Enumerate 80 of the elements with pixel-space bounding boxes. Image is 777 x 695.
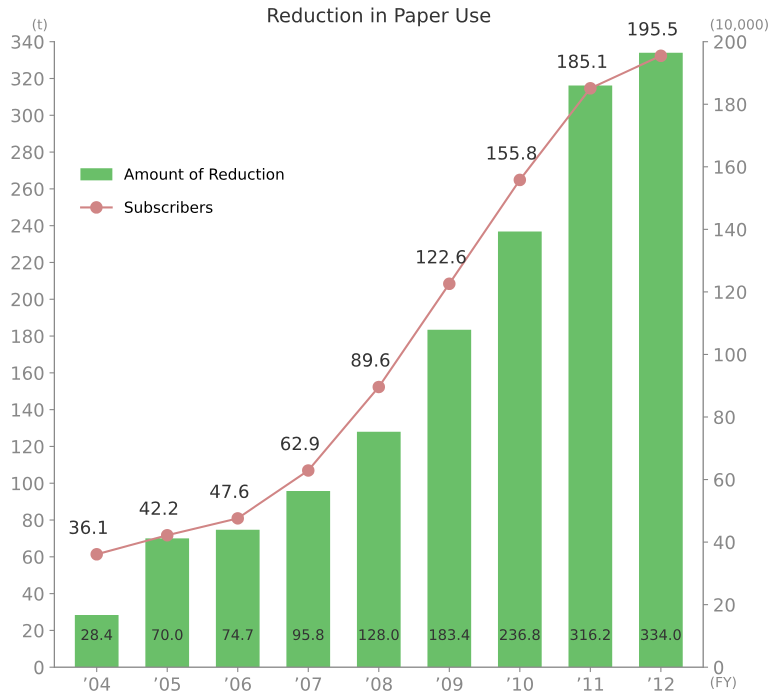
data-label: 122.6 (417, 250, 466, 264)
x-tick-label: ’11 (578, 677, 604, 691)
data-label: 89.6 (352, 353, 390, 367)
point (302, 464, 315, 477)
point (160, 528, 174, 542)
point (231, 512, 244, 525)
y2-tick-label: 100 (714, 348, 746, 362)
x-tick-label: ’12 (648, 677, 674, 691)
data-label: 47.6 (210, 484, 248, 498)
bar (498, 232, 542, 668)
point (654, 50, 668, 62)
y-tick-label: 340 (12, 35, 44, 49)
bar (74, 614, 119, 668)
y-tick-label: 120 (12, 440, 44, 454)
x-tick-label: ’07 (295, 677, 322, 691)
data-label: 155.8 (488, 146, 536, 160)
bar (639, 52, 683, 668)
y2-axis-title: (10,000) (710, 18, 768, 32)
y2-tick-label: 20 (714, 598, 735, 612)
y-tick-label: 260 (12, 182, 44, 196)
y2-tick-label: 200 (714, 35, 746, 49)
data-label: 185.1 (558, 54, 606, 68)
y2-tick-label: 140 (714, 222, 746, 236)
data-label: 42.2 (140, 501, 178, 515)
x-axis-title: (FY) (710, 676, 736, 689)
y-tick-label: 100 (12, 476, 44, 490)
bar (568, 85, 612, 668)
y2-tick-label: 120 (714, 285, 746, 300)
y-tick-label: 60 (22, 550, 44, 564)
point (372, 380, 386, 394)
y2-tick-label: 0 (714, 660, 724, 674)
chart-title: Reduction in Paper Use (268, 7, 490, 26)
data-label: 236.8 (500, 629, 540, 640)
x-tick-label: ’10 (507, 677, 533, 691)
x-tick-label: ’06 (224, 677, 251, 691)
point (584, 82, 597, 95)
y-tick-label: 320 (12, 72, 44, 86)
x-tick-label: ’05 (154, 677, 180, 691)
data-label: 74.7 (222, 629, 253, 640)
data-label: 128.0 (360, 629, 399, 640)
point (443, 278, 456, 290)
y2-tick-label: 40 (714, 536, 735, 550)
point (90, 548, 103, 561)
legend-label: Subscribers (124, 201, 212, 213)
bar (356, 432, 401, 668)
y-tick-label: 0 (34, 660, 44, 674)
y-axis-title: (t) (32, 18, 47, 32)
data-label: 334.0 (641, 629, 681, 640)
y-tick-label: 140 (12, 403, 44, 417)
point (514, 174, 526, 186)
data-label: 183.4 (430, 629, 470, 640)
data-label: 36.1 (70, 520, 107, 534)
y-tick-label: 180 (12, 330, 44, 344)
y-tick-label: 300 (12, 108, 44, 122)
y-tick-label: 40 (22, 587, 44, 601)
y-tick-label: 20 (23, 624, 44, 638)
y-tick-label: 80 (22, 513, 44, 528)
x-tick-label: ’08 (366, 677, 392, 691)
bar (286, 490, 330, 668)
y-tick-label: 240 (12, 219, 44, 233)
y2-tick-label: 80 (714, 410, 735, 424)
y2-tick-label: 60 (714, 473, 735, 487)
data-label: 28.4 (82, 629, 112, 640)
data-label: 95.8 (292, 629, 324, 640)
legend-label: Amount of Reduction (124, 168, 284, 180)
y-tick-label: 160 (12, 366, 44, 380)
bar (216, 530, 260, 668)
data-label: 316.2 (570, 629, 610, 640)
y-tick-label: 220 (12, 256, 44, 270)
y-tick-label: 280 (12, 146, 44, 160)
data-label: 195.5 (628, 22, 677, 36)
y2-tick-label: 160 (714, 160, 746, 174)
bar (145, 538, 190, 668)
x-tick-label: ’04 (84, 677, 110, 691)
y2-tick-label: 180 (714, 98, 746, 112)
bar (427, 330, 472, 668)
y-tick-label: 200 (12, 292, 44, 306)
x-tick-label: ’09 (436, 677, 462, 691)
data-label: 70.0 (152, 629, 182, 640)
data-label: 62.9 (281, 436, 319, 450)
